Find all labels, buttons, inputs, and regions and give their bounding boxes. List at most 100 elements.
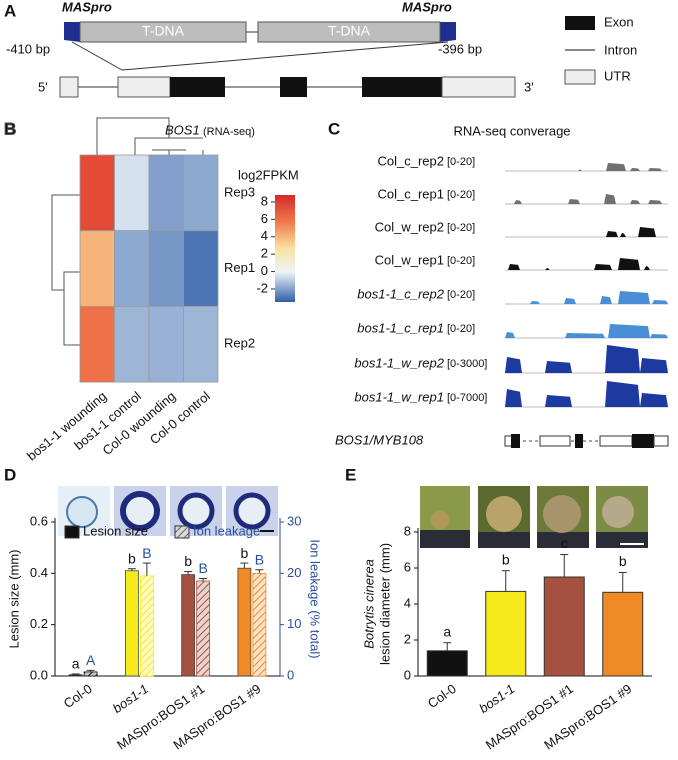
tdna-label: T-DNA (142, 23, 185, 39)
significance-label: b (619, 553, 627, 569)
coverage (604, 194, 616, 204)
colorbar-label: log2FPKM (238, 167, 299, 182)
error-bar (71, 673, 80, 675)
error-bar (443, 642, 452, 651)
heatmap-cell (79, 305, 115, 383)
photo (420, 530, 470, 548)
track-name: Col_w_rep1 (375, 252, 444, 267)
panel-e: E (345, 465, 648, 548)
row-label: Rep3 (224, 184, 255, 199)
track-range: [0-20] (447, 156, 475, 168)
insertion-line (71, 41, 123, 71)
error-bar (240, 562, 249, 569)
error-bar (184, 571, 193, 575)
panel-a: A MASpro MASpro T-DNA T-DNA -410 bp -396… (4, 0, 637, 98)
y-tick-label: 8 (404, 523, 411, 538)
heatmap-title: BOS1 (165, 122, 200, 137)
significance-label: b (128, 550, 136, 566)
heatmap-subtitle: (RNA-seq) (203, 126, 255, 138)
utr (653, 435, 669, 447)
x-tick-label: Col-0 (61, 681, 95, 711)
bar (139, 575, 154, 677)
bar (252, 572, 267, 677)
track-range: [0-7000] (447, 392, 487, 404)
bar (543, 576, 585, 677)
photo-lesion (431, 511, 449, 529)
panel-label: E (345, 465, 356, 484)
colorbar-tick-label: 0 (261, 263, 268, 278)
significance-label: c (561, 535, 568, 551)
legend-label: Ion leakage (193, 523, 260, 538)
coverage (545, 361, 572, 373)
end-label: 5' (38, 79, 48, 94)
legend-utr (564, 69, 596, 85)
significance-label: a (72, 656, 80, 672)
legend-label: UTR (604, 68, 631, 83)
significance-label: B (198, 560, 207, 576)
coverage (606, 163, 626, 171)
bar (181, 574, 196, 677)
heatmap-cell (79, 154, 115, 232)
error-bar (501, 570, 510, 592)
coverage (630, 200, 640, 204)
coverage (564, 298, 576, 304)
bar (602, 591, 644, 677)
exon (280, 77, 307, 97)
heatmap-cell (79, 230, 115, 307)
heatmap-cell (114, 230, 150, 307)
heatmap-cell (183, 154, 219, 232)
insertion-label: -410 bp (6, 41, 50, 56)
heatmap-cell (148, 230, 184, 307)
coverage (650, 334, 668, 338)
y-axis-title: Botrytis cinerea (361, 559, 376, 649)
error-bar (618, 572, 627, 593)
photo (537, 532, 589, 548)
coverage (648, 200, 662, 204)
heatmap-cell (148, 154, 184, 232)
legend-swatch (174, 525, 190, 539)
y-tick-label: 6 (404, 559, 411, 574)
coverage (578, 169, 582, 171)
utr (59, 76, 79, 98)
coverage (605, 345, 640, 373)
y2-tick-label: 0 (287, 667, 294, 682)
coverage (514, 200, 522, 204)
promoter-label: MASpro (402, 0, 452, 14)
legend-label: Exon (604, 14, 634, 29)
panel-label: D (4, 465, 16, 484)
panel-c: C RNA-seq converage Col_c_rep2 [0-20]Col_… (328, 119, 669, 448)
error-bar (560, 554, 569, 577)
insertion-label: -396 bp (438, 41, 482, 56)
x-tick-label: bos1-1 (476, 681, 517, 716)
colorbar-tick-label: 2 (261, 246, 268, 261)
exon (511, 434, 520, 448)
coverage (545, 268, 550, 270)
tracks: Col_c_rep2 [0-20]Col_c_rep1 [0-20]Col_w_re… (354, 153, 668, 408)
y-tick-label: 0.0 (30, 667, 48, 682)
tdna-label: T-DNA (328, 23, 371, 39)
exon (170, 77, 225, 97)
coverage (630, 168, 640, 171)
panel-title: RNA-seq converage (453, 123, 570, 138)
bar (83, 671, 98, 677)
photo-lesion (233, 492, 271, 530)
panel-d: D (4, 465, 278, 536)
y-axis-title: Lesion size (mm) (6, 550, 21, 649)
error-bar (255, 569, 264, 574)
coverage (608, 324, 650, 338)
coverage (530, 301, 540, 304)
significance-label: b (184, 553, 192, 569)
track-name: bos1-1_w_rep1 (354, 389, 444, 404)
colorbar-tick-label: -2 (256, 280, 268, 295)
coverage (618, 258, 640, 270)
track-range: [0-20] (447, 189, 475, 201)
panel-label: C (328, 119, 340, 138)
coverage (640, 358, 668, 373)
insertion-line (121, 41, 449, 71)
gene-label: BOS1/MYB108 (335, 432, 424, 447)
track-name: Col_c_rep1 (378, 186, 445, 201)
track-range: [0-20] (447, 323, 475, 335)
heatmap-cell (183, 230, 219, 307)
panel-label: B (4, 119, 16, 138)
y-tick-label: 4 (404, 595, 411, 610)
